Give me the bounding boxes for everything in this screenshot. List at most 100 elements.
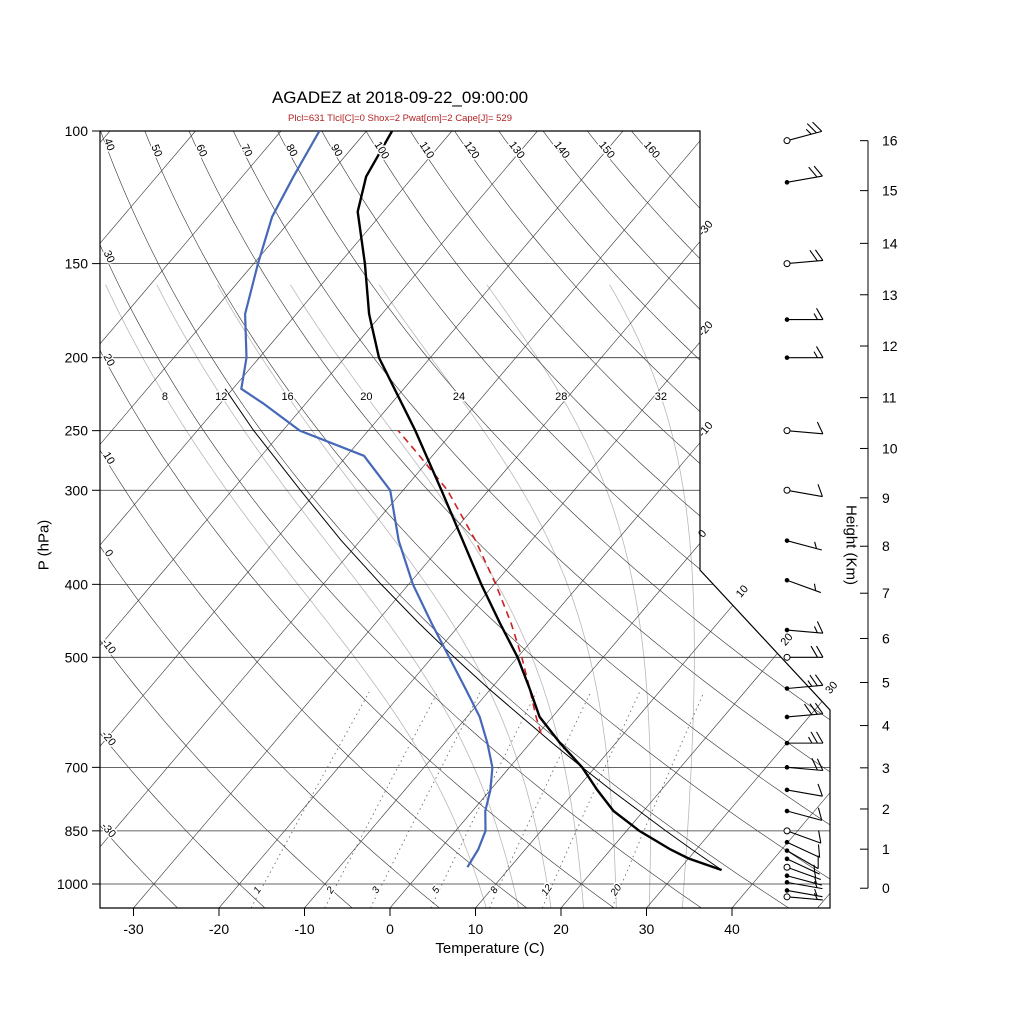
wind-barb-base (784, 577, 790, 583)
dry-adiabat-label: 150 (596, 139, 617, 161)
dry-adiabat-label: 90 (328, 142, 345, 159)
wind-barb-base (783, 893, 791, 901)
wind-barb (784, 807, 823, 821)
dry-adiabat-label: 100 (371, 139, 391, 161)
wind-barb-base (784, 317, 790, 322)
wind-barb-base (784, 355, 790, 360)
parcel-dry-curve (224, 388, 722, 871)
wind-barb-base (783, 827, 791, 835)
dry-adiabat-label: 20 (100, 352, 116, 368)
wind-barb (783, 421, 824, 435)
wind-barb-base (783, 863, 791, 871)
height-tick-label: 5 (882, 674, 890, 690)
temperature-tick-label: 0 (386, 921, 394, 937)
wind-barb-base (784, 808, 790, 814)
mixing-ratio-label: 20 (608, 882, 624, 899)
pressure-tick-label: 500 (65, 649, 89, 665)
mixing-ratio-label: 3 (370, 885, 382, 896)
dry-adiabat-label: 120 (461, 139, 481, 161)
dry-adiabat-label: 80 (283, 142, 299, 158)
dry-adiabat-label: 160 (641, 139, 662, 161)
pressure-tick-label: 400 (65, 576, 89, 592)
height-tick-label: 8 (882, 538, 890, 554)
dry-adiabat-label: 10 (100, 450, 117, 467)
pressure-tick-label: 300 (65, 482, 89, 498)
dry-adiabat-label: 140 (551, 139, 572, 161)
wind-barb (784, 758, 824, 772)
mixing-ratio-label: 5 (430, 885, 442, 896)
wind-barb (784, 783, 823, 797)
plot-outline (99, 130, 831, 909)
dry-adiabat-label: -30 (98, 820, 118, 840)
wind-barb-base (783, 653, 791, 661)
wind-barb-base (784, 714, 790, 720)
moist-adiabat-label: 12 (215, 391, 227, 403)
wind-barb (784, 880, 823, 890)
wind-barb (784, 308, 824, 322)
dry-adiabat-label: -20 (99, 729, 118, 749)
wind-barb-base (784, 848, 790, 853)
pressure-tick-label: 150 (65, 256, 89, 272)
wind-barb-base (784, 839, 790, 845)
wind-barb (784, 538, 822, 551)
pressure-tick-label: 250 (65, 423, 89, 439)
wind-barb (784, 839, 821, 858)
isotherm-label: -30 (696, 219, 715, 239)
wind-barb (783, 121, 823, 145)
chart-title: AGADEZ at 2018-09-22_09:00:00 (271, 88, 529, 107)
isotherm-label: -10 (696, 420, 715, 440)
wind-barb (783, 645, 824, 661)
temperature-tick-label: -10 (294, 921, 314, 937)
height-tick-label: 14 (882, 235, 898, 251)
mixing-ratio-lines (250, 691, 705, 908)
dewpoint-curve (240, 131, 494, 868)
wind-barb-base (784, 740, 790, 746)
moist-adiabat-lines (105, 284, 695, 908)
mixing-ratio-label: 2 (324, 885, 337, 897)
wind-barb-base (783, 486, 791, 494)
wind-barb (784, 621, 824, 634)
wind-barbs (783, 121, 824, 901)
temperature-tick-label: 30 (639, 921, 655, 937)
parcel-moist-curve (397, 430, 542, 734)
temperature-tick-label: -30 (123, 921, 143, 937)
pressure-lines (100, 131, 830, 885)
dry-adiabat-label: 40 (101, 137, 117, 153)
moist-adiabat-label: 32 (655, 391, 667, 403)
wind-barb (784, 346, 824, 360)
sounding-curves (224, 131, 722, 872)
dry-adiabat-label: 110 (417, 140, 437, 161)
wind-barb (783, 249, 824, 268)
wind-barb-base (784, 880, 790, 885)
height-tick-label: 11 (882, 390, 897, 406)
wind-barb-base (784, 888, 790, 893)
dry-adiabat-label: 70 (238, 143, 254, 159)
height-tick-label: 4 (882, 718, 890, 734)
moist-adiabat-label: 16 (281, 391, 293, 403)
isotherm-label: 10 (734, 583, 751, 600)
height-tick-label: 6 (882, 630, 890, 646)
temperature-curve (356, 131, 722, 872)
moist-adiabat-label: 24 (453, 391, 465, 403)
pressure-tick-label: 850 (65, 823, 89, 839)
wind-barb (784, 674, 824, 691)
chart-subtitle: Plcl=631 Tlcl[C]=0 Shox=2 Pwat[cm]=2 Cap… (288, 113, 512, 124)
height-tick-label: 10 (882, 440, 898, 456)
wind-barb-base (784, 765, 790, 770)
moist-adiabat-label: 8 (162, 391, 168, 403)
height-tick-label: 3 (882, 760, 890, 776)
height-tick-label: 0 (882, 880, 890, 896)
wind-barb-base (784, 856, 790, 862)
height-tick-label: 15 (882, 183, 898, 199)
height-tick-label: 16 (882, 133, 898, 149)
wind-barb-base (784, 627, 790, 633)
wind-barb (784, 165, 823, 185)
wind-barb (784, 848, 819, 870)
height-tick-label: 1 (882, 841, 890, 857)
isotherm-label: 20 (779, 631, 796, 648)
isotherm-label: 30 (823, 679, 840, 696)
wind-barb-base (784, 180, 790, 185)
wind-barb (784, 702, 824, 720)
